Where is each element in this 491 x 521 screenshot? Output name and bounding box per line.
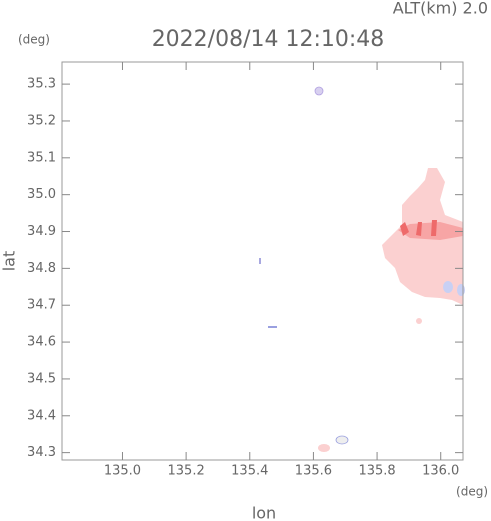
echo-area — [318, 444, 330, 452]
y-tick-label: 34.4 — [27, 408, 56, 423]
echo-core — [398, 222, 463, 240]
echo-small — [268, 326, 277, 328]
echo-blue — [457, 284, 465, 296]
y-tick-label: 34.8 — [27, 261, 56, 276]
x-tick-label: 135.2 — [168, 464, 205, 479]
x-tick-label: 135.6 — [295, 464, 332, 479]
x-tick-label: 135.0 — [104, 464, 141, 479]
x-tick-label: 136.0 — [422, 464, 459, 479]
y-tick-label: 34.3 — [27, 445, 56, 460]
x-tick-label: 135.8 — [358, 464, 395, 479]
y-tick-label: 34.9 — [27, 224, 56, 239]
y-tick-label: 35.0 — [27, 187, 56, 202]
echo-small — [314, 86, 324, 96]
x-axis-label: lon — [252, 504, 276, 521]
altitude-label: ALT(km) 2.0 — [393, 0, 488, 18]
y-tick-label: 35.1 — [27, 150, 56, 165]
chart-title: 2022/08/14 12:10:48 — [152, 27, 385, 52]
y-axis-label: lat — [0, 251, 19, 272]
y-unit: (deg) — [18, 33, 50, 47]
x-tick-label: 135.4 — [231, 464, 268, 479]
echo-small — [335, 435, 349, 445]
radar-echoes — [259, 86, 465, 452]
echo-peak — [400, 220, 437, 236]
y-tick-label: 34.6 — [27, 335, 56, 350]
y-tick-label: 34.5 — [27, 371, 56, 386]
y-tick-label: 35.3 — [27, 77, 56, 92]
y-tick-label: 34.7 — [27, 298, 56, 313]
echo-blue — [443, 281, 453, 293]
x-unit: (deg) — [456, 485, 488, 499]
y-tick-label: 35.2 — [27, 113, 56, 128]
plot-frame — [61, 61, 464, 461]
echo-small — [259, 258, 261, 264]
echo-area — [416, 318, 422, 324]
